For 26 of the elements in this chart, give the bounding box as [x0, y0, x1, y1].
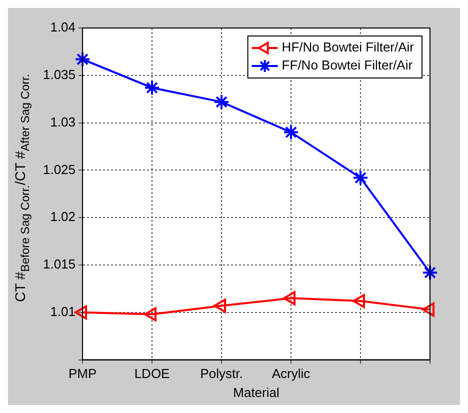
- y-tick-label: 1.01: [50, 304, 76, 319]
- x-axis-title: Material: [233, 384, 280, 400]
- x-tick-label: PMP: [68, 366, 97, 382]
- point: [214, 298, 226, 313]
- point: [144, 80, 160, 96]
- point: [144, 307, 157, 322]
- point: [74, 305, 88, 320]
- point: [422, 264, 438, 281]
- point: [352, 170, 369, 186]
- point: [214, 94, 230, 110]
- x-tick-label: Polystr.: [200, 366, 243, 382]
- y-tick-label: 1.03: [50, 114, 76, 130]
- y-tick-label: 1.035: [42, 66, 76, 82]
- point: [283, 291, 296, 306]
- y-tick-label: 1.02: [50, 209, 76, 224]
- point: [352, 294, 366, 308]
- point: [422, 302, 434, 317]
- y-tick-label: 1.015: [42, 256, 76, 272]
- x-tick-label: LDOE: [134, 366, 170, 382]
- point: [74, 51, 91, 68]
- legend-label: FF/No Bowtei Filter/Air: [282, 58, 414, 73]
- point: [283, 124, 300, 140]
- legend-label: HF/No Bowtei Filter/Air: [282, 40, 415, 55]
- y-tick-label: 1.04: [50, 20, 76, 35]
- x-tick-label: Acrylic: [272, 366, 311, 382]
- y-tick-label: 1.025: [42, 162, 76, 177]
